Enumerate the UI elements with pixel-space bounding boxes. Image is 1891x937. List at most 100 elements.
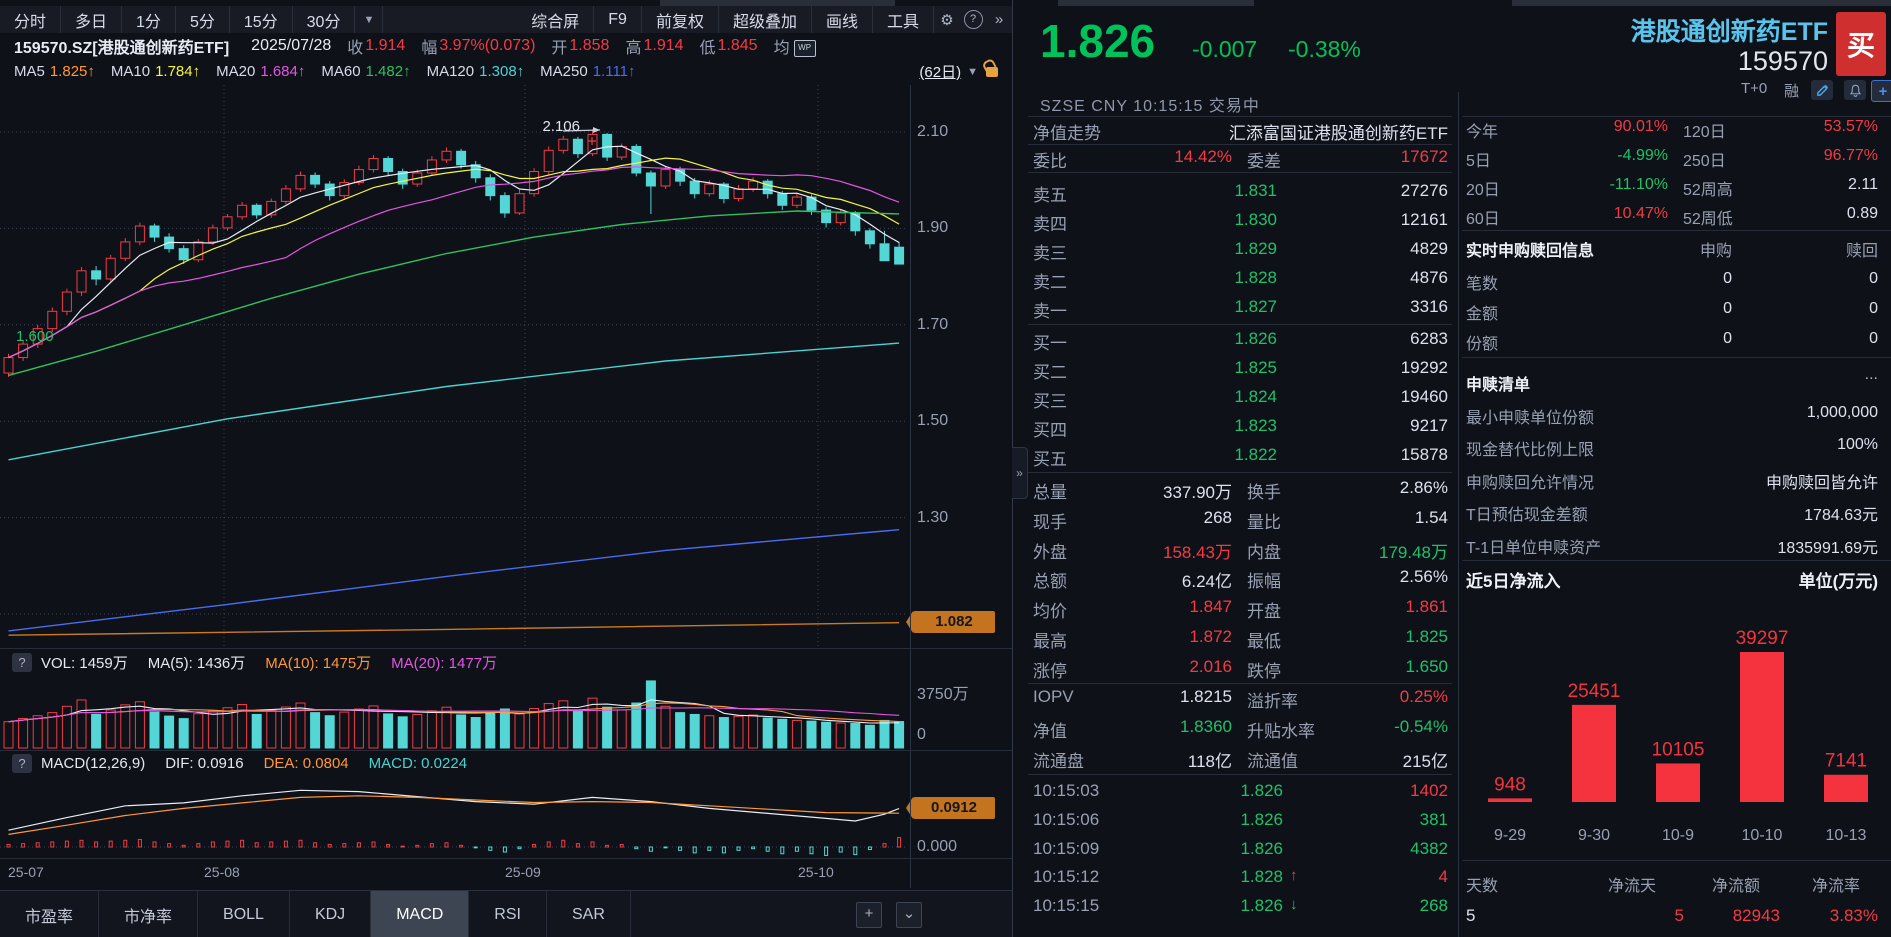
bid-level-label[interactable]: 买三 [1033, 392, 1067, 411]
ma-value: 1.482↑ [365, 63, 411, 80]
bid-price[interactable]: 1.825 [1234, 358, 1277, 377]
redeem-row-label: 现金替代比例上限 [1466, 442, 1595, 460]
ask-level-label[interactable]: 卖三 [1033, 244, 1067, 263]
tick-time[interactable]: 10:15:03 [1033, 781, 1100, 800]
more-ellipsis[interactable]: ... [1864, 366, 1878, 383]
window-strip [1512, 0, 1891, 6]
ask-level-label[interactable]: 卖一 [1033, 302, 1067, 321]
more-menu-icon[interactable]: » [994, 11, 1004, 28]
menu-工具[interactable]: 工具 [873, 6, 934, 33]
perf-value: 96.77% [1823, 147, 1878, 164]
stat-label: 最低 [1247, 632, 1281, 651]
left-price-annotation: 1.600 [16, 328, 54, 345]
nav-trend-label[interactable]: 净值走势 [1033, 124, 1101, 143]
indicator-tab-SAR[interactable]: SAR [547, 891, 631, 937]
help-icon[interactable]: ? [12, 754, 32, 773]
window-range[interactable]: (62日) [919, 64, 962, 81]
bid-level-label[interactable]: 买四 [1033, 421, 1067, 440]
tab-period-15分[interactable]: 15分 [230, 6, 293, 33]
netflow-datum [1572, 704, 1616, 802]
price-axis-label: 1.50 [917, 412, 949, 430]
indicator-tab-KDJ[interactable]: KDJ [290, 891, 372, 937]
menu-画线[interactable]: 画线 [812, 6, 873, 33]
perf-value: -4.99% [1617, 147, 1668, 164]
macd-chart[interactable] [0, 777, 1012, 859]
ma-value: 1.111↑ [592, 63, 636, 80]
ask-price[interactable]: 1.828 [1234, 268, 1277, 287]
redeem-row-label: T-1日单位申赎资产 [1466, 539, 1602, 557]
divider [1462, 860, 1891, 861]
bid-price[interactable]: 1.824 [1234, 387, 1277, 406]
menu-F9[interactable]: F9 [594, 6, 642, 33]
ask-level-label[interactable]: 卖四 [1033, 215, 1067, 234]
bid-price[interactable]: 1.826 [1234, 329, 1277, 348]
ask-price[interactable]: 1.831 [1234, 181, 1277, 200]
lock-icon[interactable] [986, 66, 998, 77]
netflow-datum [1488, 798, 1532, 802]
volume-chart[interactable] [0, 676, 1012, 750]
tick-time[interactable]: 10:15:06 [1033, 809, 1100, 829]
indicator-tab-MACD[interactable]: MACD [371, 891, 470, 937]
edit-icon[interactable] [1811, 80, 1833, 100]
ask-price[interactable]: 1.829 [1234, 239, 1277, 258]
indicator-value: VOL: 1459万 [41, 655, 128, 672]
tab-period-多日[interactable]: 多日 [61, 6, 123, 33]
perf-value: 10.47% [1613, 205, 1668, 222]
stat-label: 换手 [1247, 483, 1281, 502]
redeem-row-value: 1,000,000 [1806, 404, 1878, 421]
candlestick-chart[interactable] [0, 85, 1012, 650]
menu-前复权[interactable]: 前复权 [642, 6, 719, 33]
add-indicator-button[interactable]: + [856, 902, 882, 928]
stat-label: 涨停 [1033, 661, 1067, 681]
help-button[interactable]: ? [960, 6, 986, 33]
gear-icon[interactable]: ⚙ [940, 11, 954, 29]
bid-level-label[interactable]: 买一 [1033, 334, 1067, 353]
period-dropdown-icon[interactable]: ▼ [355, 6, 384, 33]
bid-level-label[interactable]: 买五 [1033, 450, 1067, 469]
menu-综合屏[interactable]: 综合屏 [517, 6, 595, 33]
help-icon[interactable]: ? [12, 653, 32, 672]
indicator-tab-BOLL[interactable]: BOLL [198, 891, 290, 937]
ask-level-label[interactable]: 卖二 [1033, 273, 1067, 292]
ask-price[interactable]: 1.830 [1234, 210, 1277, 229]
stat-value: 1.650 [1405, 656, 1448, 676]
ma-label: MA5 [14, 63, 45, 80]
stat-value: 1.847 [1189, 597, 1232, 617]
ma-value: 1.684↑ [260, 63, 306, 80]
tick-time[interactable]: 10:15:15 [1033, 896, 1100, 916]
indicator-tab-市净率[interactable]: 市净率 [99, 891, 199, 937]
redeem-row-label: 申购赎回允许情况 [1466, 474, 1595, 492]
tab-period-分时[interactable]: 分时 [0, 6, 62, 33]
redeem-row-value: 申购赎回皆允许 [1765, 474, 1878, 492]
tab-period-30分[interactable]: 30分 [293, 6, 356, 33]
tick-time[interactable]: 10:15:09 [1033, 838, 1100, 858]
ask-level-label[interactable]: 卖五 [1033, 186, 1067, 205]
bid-level-label[interactable]: 买二 [1033, 363, 1067, 382]
tab-period-5分[interactable]: 5分 [176, 6, 230, 33]
subscribe-col: 申购 [1699, 243, 1732, 260]
tab-period-1分[interactable]: 1分 [122, 6, 176, 33]
security-code: 159570 [1737, 46, 1828, 76]
perf-value: 2.11 [1848, 176, 1878, 193]
security-name: 港股通创新药ETF [1630, 18, 1828, 46]
collapse-panel-handle[interactable]: » [1012, 447, 1028, 499]
floating-window-icon[interactable]: WP [793, 39, 816, 57]
ma-label: MA250 [540, 63, 588, 80]
bid-price[interactable]: 1.823 [1234, 416, 1277, 435]
ask-price[interactable]: 1.827 [1234, 297, 1277, 316]
indicator-tab-市盈率[interactable]: 市盈率 [0, 891, 100, 937]
tick-time[interactable]: 10:15:12 [1033, 867, 1100, 887]
subscription-label: 金额 [1466, 306, 1499, 323]
ma-label: MA120 [426, 63, 475, 80]
buy-button[interactable]: 买 [1836, 12, 1886, 76]
add-watchlist-icon[interactable]: + [1871, 80, 1891, 102]
tick-price: 1.826 [1240, 838, 1283, 858]
subscription-label: 份额 [1466, 336, 1499, 353]
weicha-value: 17672 [1400, 147, 1448, 166]
indicator-tab-RSI[interactable]: RSI [469, 891, 547, 937]
collapse-pane-button[interactable]: ⌄ [896, 902, 922, 928]
bid-price[interactable]: 1.822 [1234, 445, 1277, 464]
menu-超级叠加[interactable]: 超级叠加 [719, 6, 812, 33]
netflow-datum: 7141 [1825, 751, 1867, 772]
alert-icon[interactable] [1844, 80, 1866, 100]
